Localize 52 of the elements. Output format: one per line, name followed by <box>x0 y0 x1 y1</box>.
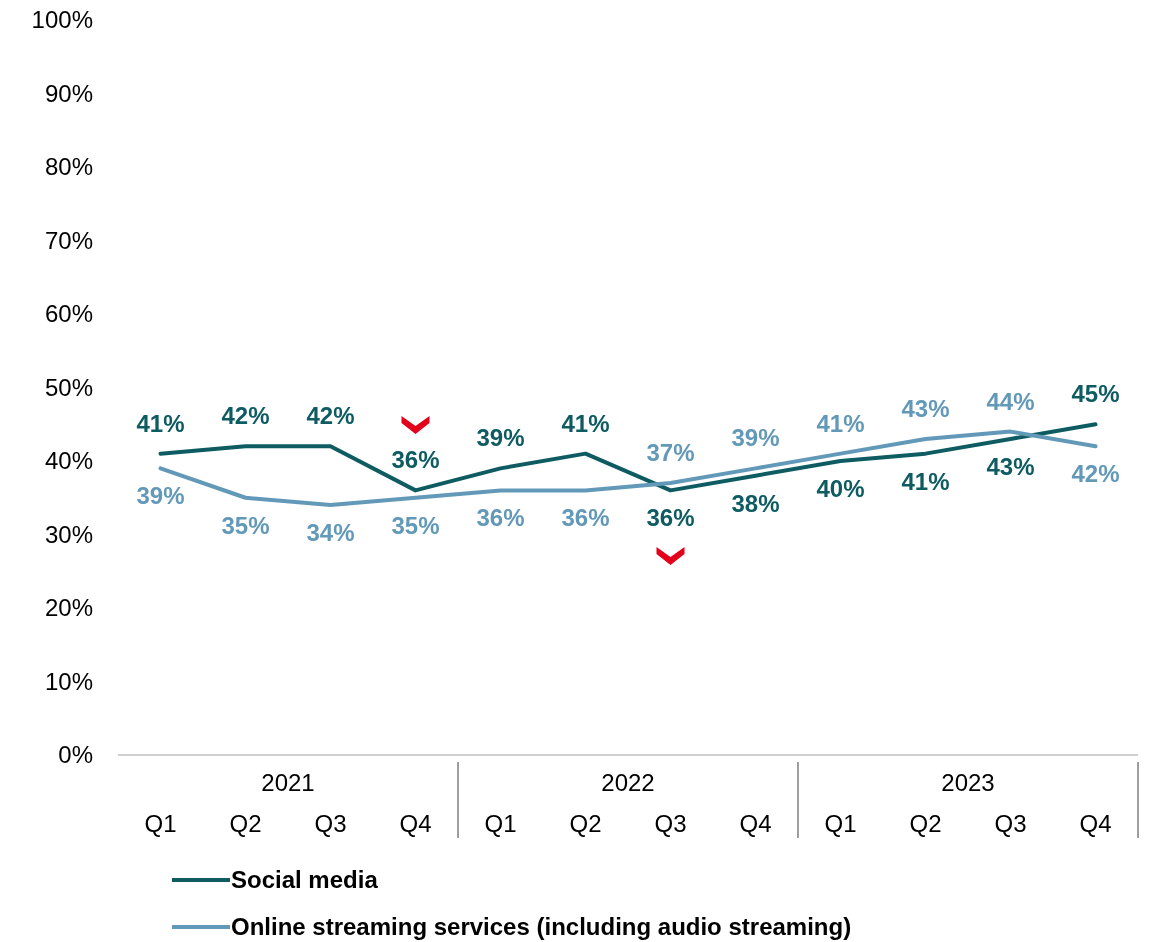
data-label: 40% <box>816 475 865 502</box>
data-label: 42% <box>306 402 355 430</box>
data-label: 37% <box>646 439 695 467</box>
x-tick-label: Q1 <box>144 810 177 837</box>
x-tick-label: Q3 <box>654 810 687 837</box>
data-label: 41% <box>901 467 950 495</box>
x-tick-label: Q2 <box>909 810 942 837</box>
data-label: 41% <box>136 409 185 437</box>
data-label: 42% <box>221 402 270 430</box>
data-label: 34% <box>306 519 355 547</box>
y-tick-label: 0% <box>58 741 93 769</box>
text: 2021 <box>261 769 315 796</box>
x-tick-label: Q3 <box>314 810 347 837</box>
text: 2022 <box>601 769 655 796</box>
x-tick-label: Q3 <box>994 810 1027 837</box>
data-label: 35% <box>391 511 440 539</box>
y-tick-label: 100% <box>31 6 93 34</box>
y-tick-label: 80% <box>44 153 93 181</box>
y-tick-label: 40% <box>44 447 93 475</box>
data-label: 45% <box>1071 380 1120 408</box>
y-tick-label: 20% <box>44 594 93 622</box>
y-tick-label: 50% <box>44 373 93 401</box>
x-tick-label: Q4 <box>399 810 432 837</box>
data-label: 39% <box>476 424 525 452</box>
data-label: 43% <box>986 452 1035 480</box>
data-label: 36% <box>646 504 695 532</box>
data-label: 36% <box>561 504 610 532</box>
y-tick-label: 60% <box>44 300 93 328</box>
data-label: 36% <box>391 446 440 474</box>
legend-label: Online streaming services (including audio streaming) <box>231 913 852 941</box>
y-tick-label: 90% <box>44 79 93 107</box>
x-tick-label: Q1 <box>824 810 857 837</box>
y-tick-label: 30% <box>44 520 93 548</box>
data-label: 43% <box>901 394 950 422</box>
y-tick-label: 70% <box>44 226 93 254</box>
x-tick-label: Q2 <box>229 810 262 837</box>
data-label: 44% <box>986 387 1035 415</box>
data-label: 42% <box>1071 460 1120 488</box>
x-tick-label: Q4 <box>739 810 772 837</box>
data-label: 39% <box>731 424 780 452</box>
y-tick-label: 10% <box>44 667 93 695</box>
data-label: 41% <box>561 409 610 437</box>
x-tick-label: Q2 <box>569 810 602 837</box>
text: 2023 <box>941 769 995 796</box>
data-label: 38% <box>731 489 780 517</box>
data-label: 41% <box>816 409 865 437</box>
x-tick-label: Q4 <box>1079 810 1112 837</box>
x-tick-label: Q1 <box>484 810 517 837</box>
legend-label: Social media <box>231 866 379 894</box>
data-label: 39% <box>136 482 185 510</box>
data-label: 36% <box>476 504 525 532</box>
data-label: 35% <box>221 511 270 539</box>
